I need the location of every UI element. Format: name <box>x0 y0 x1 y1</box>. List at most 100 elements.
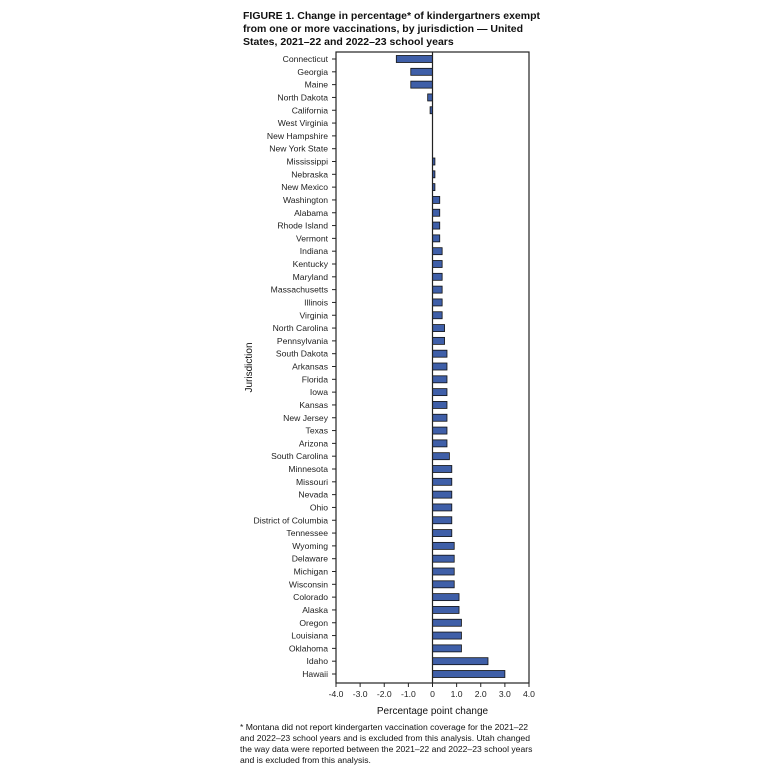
bar <box>432 606 460 614</box>
bar <box>410 80 433 89</box>
y-tick-label: Minnesota <box>288 464 328 474</box>
bar <box>432 311 443 320</box>
y-tick-label: Tennessee <box>286 528 328 538</box>
bar <box>432 644 462 653</box>
y-tick-label: Kentucky <box>293 259 329 269</box>
x-tick-label: 3.0 <box>499 689 511 699</box>
bar-chart: Connecticut Georgia Maine North Dakota Calif… <box>244 51 535 717</box>
bar <box>427 93 433 102</box>
y-tick-label: Vermont <box>296 233 329 243</box>
bar <box>432 490 453 499</box>
bar <box>432 362 448 371</box>
y-tick-label: Connecticut <box>283 54 329 64</box>
bar <box>432 465 453 473</box>
y-tick-label: Iowa <box>310 387 328 397</box>
y-tick-label: Arkansas <box>292 362 328 372</box>
footnote: * Montana did not report kindergarten va… <box>240 722 533 765</box>
bar <box>432 260 443 268</box>
bar <box>432 375 448 384</box>
y-tick-label: Indiana <box>300 246 328 256</box>
bar <box>432 670 506 678</box>
y-tick-label: Washington <box>283 195 328 205</box>
y-tick-label: Michigan <box>294 567 329 577</box>
y-tick-label: New York State <box>269 144 328 154</box>
bar <box>432 196 441 204</box>
y-tick-label: Virginia <box>299 310 328 320</box>
y-tick-label: North Carolina <box>273 323 329 333</box>
y-tick-label: Wyoming <box>292 541 328 551</box>
bar <box>432 477 453 486</box>
y-tick-label: Maine <box>305 80 329 90</box>
y-tick-label: Illinois <box>304 297 328 307</box>
y-tick-label: New Jersey <box>283 413 329 423</box>
bar <box>432 618 462 627</box>
y-tick-label: Texas <box>306 426 328 436</box>
x-tick-label: -1.0 <box>401 689 416 699</box>
y-tick-label: Wisconsin <box>289 579 328 589</box>
y-tick-label: Nebraska <box>291 169 328 179</box>
y-tick-label: Oregon <box>299 618 328 628</box>
x-tick-label: -2.0 <box>377 689 392 699</box>
y-tick-label: Arizona <box>299 438 328 448</box>
x-tick-label: 2.0 <box>475 689 487 699</box>
bar <box>432 401 448 409</box>
chart-title: FIGURE 1. Change in percentage* of kinde… <box>243 10 540 48</box>
x-tick-label: 0 <box>430 689 435 699</box>
y-tick-label: Massachusetts <box>271 285 328 295</box>
y-tick-label: North Dakota <box>277 92 328 102</box>
x-tick-label: -3.0 <box>353 689 368 699</box>
bar <box>432 554 455 563</box>
y-tick-label: Nevada <box>298 490 328 500</box>
y-tick-label: Alaska <box>302 605 328 615</box>
y-axis-label: Jurisdiction <box>244 342 255 392</box>
bar <box>432 541 455 550</box>
bar <box>432 657 489 666</box>
bar <box>432 516 453 525</box>
y-tick-label: South Dakota <box>276 349 328 359</box>
y-tick-label: Oklahoma <box>289 643 328 653</box>
x-tick-label: 4.0 <box>523 689 535 699</box>
y-tick-label: Rhode Island <box>277 221 328 231</box>
y-tick-label: Pennsylvania <box>277 336 328 346</box>
bar <box>432 221 441 230</box>
y-tick-label: Colorado <box>293 592 328 602</box>
y-tick-label: Louisiana <box>291 631 328 641</box>
bar <box>432 208 441 217</box>
y-tick-label: Ohio <box>310 502 328 512</box>
y-tick-label: Missouri <box>296 477 328 487</box>
y-tick-label: Florida <box>302 374 328 384</box>
y-tick-label: Alabama <box>294 208 328 218</box>
y-tick-label: New Hampshire <box>267 131 328 141</box>
bar <box>432 272 443 281</box>
x-tick-label: -4.0 <box>329 689 344 699</box>
bar <box>432 388 448 397</box>
bar <box>432 580 455 589</box>
y-tick-label: California <box>292 105 329 115</box>
y-tick-label: Mississippi <box>286 157 328 167</box>
y-tick-label: Kansas <box>299 400 328 410</box>
bar <box>410 67 433 76</box>
bar <box>395 55 433 63</box>
y-tick-label: New Mexico <box>281 182 328 192</box>
bar <box>432 426 448 435</box>
bar <box>432 529 453 537</box>
bar <box>432 349 448 358</box>
bar <box>432 452 450 461</box>
bar <box>432 298 443 307</box>
bar <box>432 503 453 512</box>
y-tick-label: District of Columbia <box>254 515 329 525</box>
bar <box>432 567 455 576</box>
y-tick-label: Maryland <box>293 272 329 282</box>
x-tick-label: 1.0 <box>451 689 463 699</box>
bar <box>432 285 443 294</box>
y-tick-label: Hawaii <box>302 669 328 679</box>
x-axis-label: Percentage point change <box>377 706 489 717</box>
bar <box>432 413 448 422</box>
bar <box>432 439 448 448</box>
bar <box>432 336 445 345</box>
y-tick-label: Idaho <box>306 656 328 666</box>
y-tick-label: Delaware <box>292 554 329 564</box>
bar <box>432 631 462 640</box>
bar <box>432 324 445 332</box>
y-tick-label: South Carolina <box>271 451 328 461</box>
